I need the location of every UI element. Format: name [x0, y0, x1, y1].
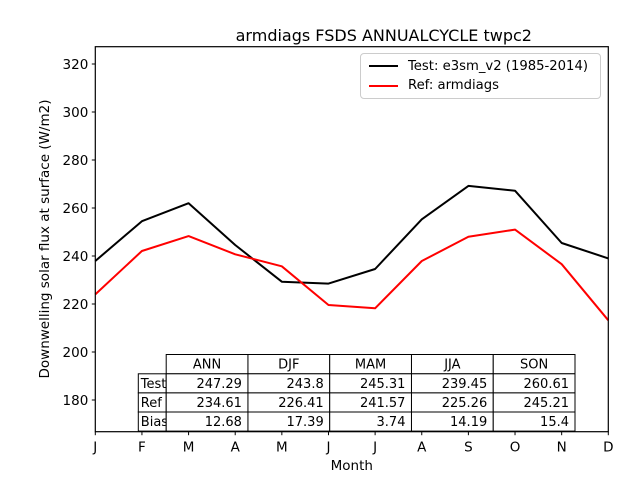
ref-line-swatch [369, 84, 398, 87]
legend-item-test: Test: e3sm_v2 (1985-2014) [369, 57, 592, 76]
legend-item-ref: Ref: armdiags [369, 76, 592, 95]
table-value: 239.45 [442, 377, 488, 392]
table-column-header: MAM [355, 358, 386, 373]
legend-label-ref: Ref: armdiags [408, 78, 499, 94]
x-tick-label: J [372, 440, 377, 456]
legend-label-test: Test: e3sm_v2 (1985-2014) [408, 58, 588, 74]
y-tick-label: 200 [63, 345, 89, 361]
chart-title-text: armdiags FSDS ANNUALCYCLE twpc2 [235, 26, 532, 45]
x-tick-label: N [557, 440, 567, 456]
x-axis-label: Month [330, 458, 373, 474]
y-tick-label: 220 [63, 297, 89, 313]
x-tick-label: S [464, 440, 473, 456]
table-value: 234.61 [196, 396, 242, 411]
table-value: 247.29 [196, 377, 242, 392]
table-value: 245.21 [524, 396, 570, 411]
y-axis-label: Downwelling solar flux at surface (W/m2) [37, 99, 53, 379]
y-tick-label: 260 [63, 201, 89, 217]
y-tick-label: 280 [63, 153, 89, 169]
ref-series-line [94, 228, 610, 321]
test-series-line [94, 184, 609, 285]
test-line-swatch [369, 65, 398, 68]
x-tick-label: F [138, 440, 146, 456]
stats-table: ANN DJF MAM JJA SON Test 247.29 243.8 245.31 239.… [137, 354, 576, 432]
table-row-label: Test [140, 377, 167, 392]
table-value: 17.39 [287, 415, 324, 430]
table-column-header: ANN [193, 358, 221, 373]
y-tick-label: 320 [63, 57, 89, 73]
table-value: 241.57 [360, 396, 406, 411]
x-tick-label: M [183, 440, 195, 456]
table-row-label: Ref [141, 396, 162, 411]
x-tick-label: O [510, 440, 521, 456]
axes-frame [94, 46, 609, 433]
table-value: 245.31 [360, 377, 406, 392]
y-tick-label: 180 [63, 393, 89, 409]
table-cell [492, 411, 576, 432]
table-row-label: Bias [141, 415, 168, 430]
y-axis: 180 200 220 240 260 280 300 320 [63, 57, 96, 409]
table-value: 15.4 [540, 415, 569, 430]
table-value: 225.26 [442, 396, 488, 411]
table-value: 14.19 [450, 415, 487, 430]
table-column-header: JJA [443, 358, 460, 373]
table-column-header: SON [520, 358, 548, 373]
x-tick-label: A [231, 440, 241, 456]
chart-title: armdiags FSDS ANNUALCYCLE twpc2 [32, 26, 640, 45]
table-value: 226.41 [278, 396, 324, 411]
table-value: 260.61 [524, 377, 570, 392]
x-tick-label: M [276, 440, 288, 456]
table-column-header: DJF [278, 358, 299, 373]
table-value: 243.8 [287, 377, 324, 392]
y-tick-label: 240 [63, 249, 89, 265]
x-tick-label: J [92, 440, 97, 456]
table-value: 12.68 [205, 415, 242, 430]
x-tick-label: A [417, 440, 427, 456]
table-value: 3.74 [377, 415, 406, 430]
x-tick-label: J [325, 440, 330, 456]
legend: Test: e3sm_v2 (1985-2014) Ref: armdiags [360, 53, 601, 99]
y-tick-label: 300 [63, 105, 89, 121]
x-tick-label: D [603, 440, 613, 456]
